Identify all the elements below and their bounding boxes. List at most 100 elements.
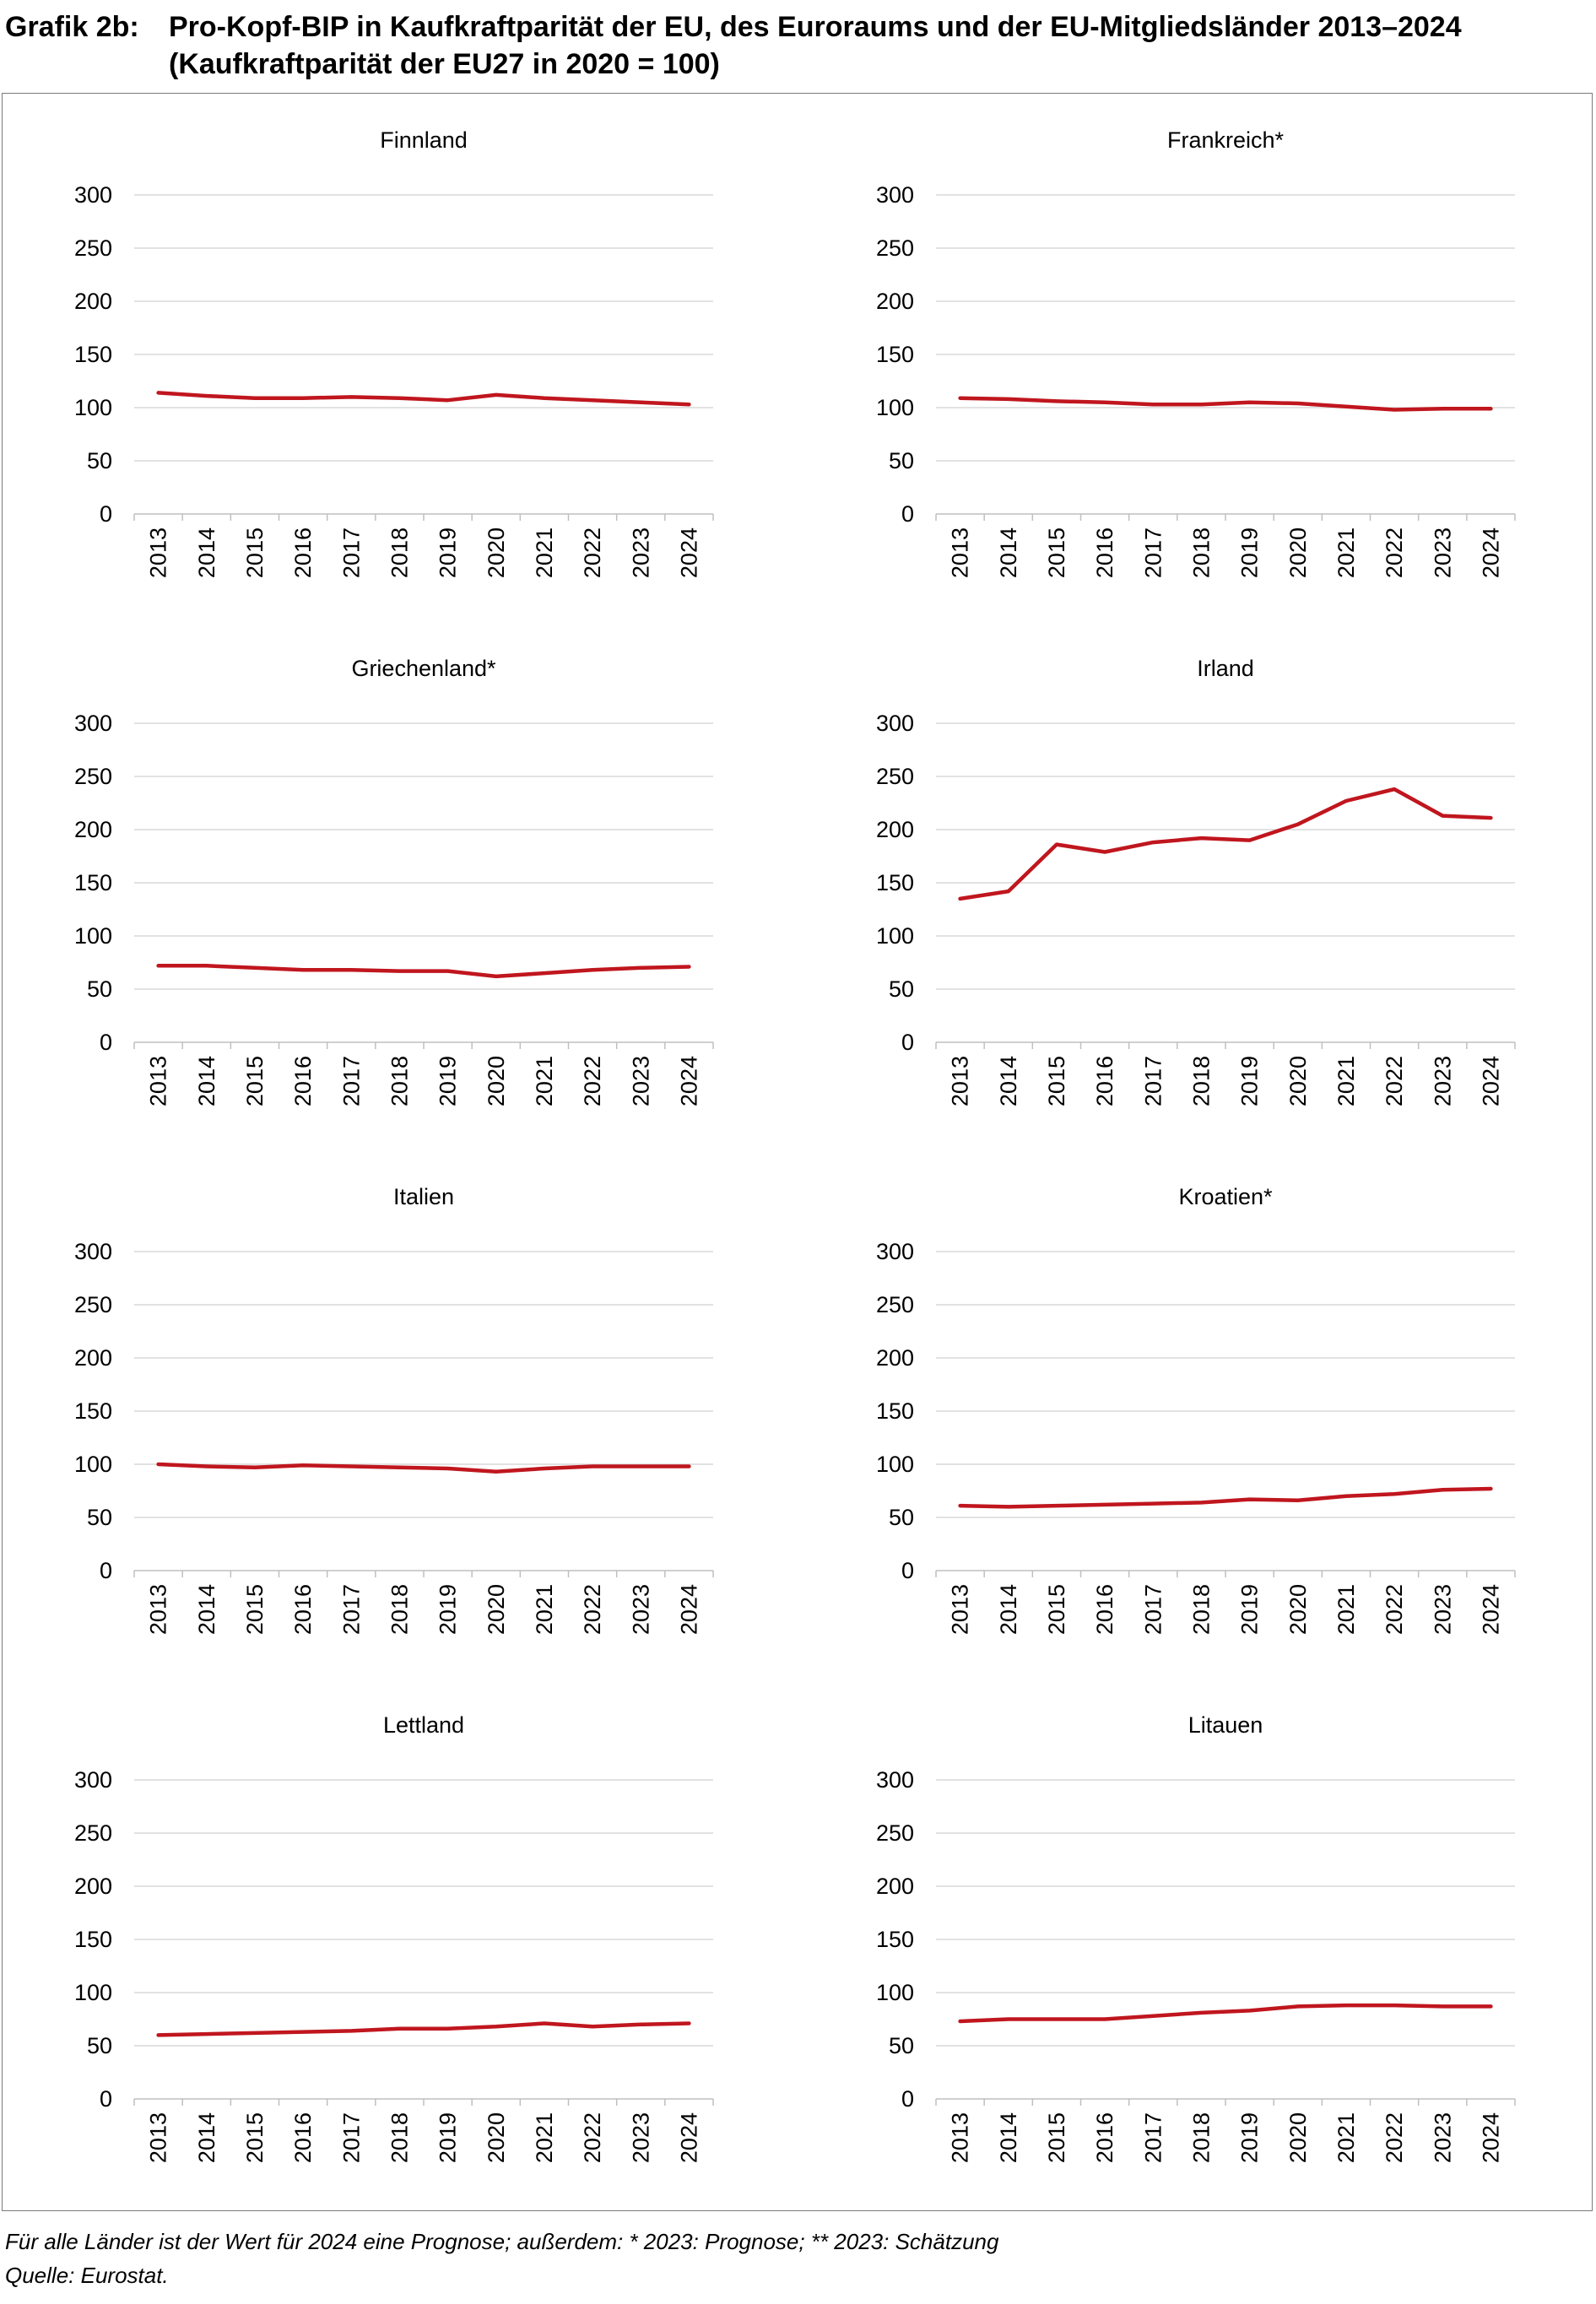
x-tick-label: 2020 bbox=[1285, 527, 1311, 578]
x-tick-label: 2018 bbox=[387, 1584, 412, 1635]
chart-title: Italien bbox=[393, 1184, 454, 1209]
x-tick-label: 2019 bbox=[1237, 527, 1263, 578]
series-line bbox=[156, 1462, 691, 1474]
y-tick-label: 150 bbox=[74, 342, 112, 367]
y-tick-label: 50 bbox=[87, 976, 112, 1002]
x-tick-label: 2024 bbox=[1478, 1056, 1503, 1106]
x-tick-label: 2017 bbox=[1140, 527, 1166, 578]
y-tick-label: 0 bbox=[100, 2086, 112, 2112]
x-tick-label: 2013 bbox=[948, 527, 973, 578]
y-tick-label: 200 bbox=[876, 817, 914, 842]
y-tick-label: 100 bbox=[876, 1452, 914, 1477]
series-line bbox=[156, 391, 691, 407]
y-tick-label: 150 bbox=[74, 1927, 112, 1952]
x-tick-label: 2013 bbox=[146, 1056, 171, 1106]
y-tick-label: 150 bbox=[74, 1398, 112, 1424]
y-tick-label: 50 bbox=[87, 1505, 112, 1530]
x-tick-label: 2014 bbox=[996, 1584, 1021, 1635]
x-tick-label: 2015 bbox=[242, 527, 268, 578]
x-tick-label: 2022 bbox=[1382, 527, 1407, 578]
chart-panel: Irland 0 50 100 150 200 250 300 2013 2014 2015 2016… bbox=[876, 656, 1516, 1106]
x-tick-label: 2013 bbox=[146, 2112, 171, 2163]
x-tick-label: 2019 bbox=[436, 2112, 461, 2163]
x-tick-label: 2024 bbox=[676, 527, 701, 578]
y-tick-label: 150 bbox=[876, 342, 914, 367]
small-multiples-charts: Finnland 0 50 100 150 200 250 300 2013 2014 2015 20… bbox=[74, 127, 1516, 2163]
y-tick-label: 100 bbox=[876, 923, 914, 949]
x-tick-label: 2016 bbox=[1092, 527, 1117, 578]
x-tick-label: 2020 bbox=[484, 527, 509, 578]
y-tick-label: 300 bbox=[74, 711, 112, 736]
x-tick-label: 2017 bbox=[1140, 1056, 1166, 1106]
x-tick-label: 2017 bbox=[338, 2112, 364, 2163]
figure-footer: Für alle Länder ist der Wert für 2024 ei… bbox=[5, 2225, 998, 2292]
x-tick-label: 2016 bbox=[290, 1584, 316, 1635]
chart-title: Irland bbox=[1197, 656, 1254, 681]
x-tick-label: 2020 bbox=[484, 1584, 509, 1635]
x-tick-label: 2022 bbox=[1382, 2112, 1407, 2163]
x-tick-label: 2015 bbox=[1044, 1056, 1069, 1106]
x-tick-label: 2024 bbox=[1478, 2112, 1503, 2163]
x-tick-label: 2023 bbox=[628, 2112, 653, 2163]
x-tick-label: 2014 bbox=[996, 2112, 1021, 2163]
x-tick-label: 2019 bbox=[436, 1056, 461, 1106]
figure-label: Grafik 2b: bbox=[5, 11, 139, 43]
x-tick-label: 2023 bbox=[1430, 2112, 1455, 2163]
series-line bbox=[958, 1486, 1493, 1509]
y-tick-label: 200 bbox=[74, 817, 112, 842]
series-line bbox=[958, 396, 1493, 412]
chart-title: Lettland bbox=[383, 1712, 464, 1738]
x-tick-label: 2013 bbox=[146, 1584, 171, 1635]
figure-title: Pro-Kopf-BIP in Kaufkraftparität der EU,… bbox=[169, 8, 1462, 83]
chart-title: Frankreich* bbox=[1167, 127, 1285, 153]
x-tick-label: 2014 bbox=[996, 527, 1021, 578]
chart-panel: Italien 0 50 100 150 200 250 300 2013 2014 2015 201… bbox=[74, 1184, 714, 1635]
x-tick-label: 2023 bbox=[1430, 1056, 1455, 1106]
x-tick-label: 2017 bbox=[338, 1056, 364, 1106]
y-tick-label: 150 bbox=[74, 870, 112, 895]
x-tick-label: 2023 bbox=[1430, 527, 1455, 578]
x-tick-label: 2024 bbox=[676, 1584, 701, 1635]
x-tick-label: 2016 bbox=[1092, 1056, 1117, 1106]
x-tick-label: 2020 bbox=[484, 2112, 509, 2163]
x-tick-label: 2015 bbox=[242, 1056, 268, 1106]
x-tick-label: 2020 bbox=[1285, 1056, 1311, 1106]
x-tick-label: 2018 bbox=[1188, 527, 1214, 578]
series-line bbox=[958, 787, 1493, 901]
x-tick-label: 2024 bbox=[1478, 1584, 1503, 1635]
figure-header: Grafik 2b: Pro-Kopf-BIP in Kaufkraftpari… bbox=[0, 8, 1596, 89]
x-tick-label: 2021 bbox=[1334, 2112, 1359, 2163]
y-tick-label: 50 bbox=[87, 448, 112, 473]
series-line bbox=[156, 964, 691, 979]
y-tick-label: 300 bbox=[876, 711, 914, 736]
x-tick-label: 2016 bbox=[1092, 1584, 1117, 1635]
y-tick-label: 50 bbox=[889, 976, 914, 1002]
x-tick-label: 2021 bbox=[532, 1584, 557, 1635]
y-tick-label: 0 bbox=[901, 1030, 914, 1055]
x-tick-label: 2023 bbox=[628, 527, 653, 578]
chart-title: Griechenland* bbox=[351, 656, 496, 681]
x-tick-label: 2020 bbox=[484, 1056, 509, 1106]
x-tick-label: 2015 bbox=[242, 1584, 268, 1635]
y-tick-label: 50 bbox=[889, 1505, 914, 1530]
x-tick-label: 2015 bbox=[242, 2112, 268, 2163]
x-tick-label: 2016 bbox=[290, 527, 316, 578]
source-note: Quelle: Eurostat. bbox=[5, 2263, 169, 2288]
chart-panel: Finnland 0 50 100 150 200 250 300 2013 2014 2015 20… bbox=[74, 127, 714, 578]
x-tick-label: 2022 bbox=[1382, 1056, 1407, 1106]
x-tick-label: 2022 bbox=[1382, 1584, 1407, 1635]
x-tick-label: 2019 bbox=[1237, 1584, 1263, 1635]
x-tick-label: 2018 bbox=[1188, 1584, 1214, 1635]
footnote: Für alle Länder ist der Wert für 2024 ei… bbox=[5, 2229, 999, 2254]
x-tick-label: 2014 bbox=[996, 1056, 1021, 1106]
x-tick-label: 2024 bbox=[1478, 527, 1503, 578]
x-tick-label: 2016 bbox=[290, 2112, 316, 2163]
y-tick-label: 200 bbox=[876, 289, 914, 314]
y-tick-label: 250 bbox=[74, 235, 112, 261]
x-tick-label: 2013 bbox=[146, 527, 171, 578]
y-tick-label: 200 bbox=[74, 1345, 112, 1371]
y-tick-label: 100 bbox=[74, 1980, 112, 2005]
y-tick-label: 200 bbox=[876, 1345, 914, 1371]
x-tick-label: 2015 bbox=[1044, 527, 1069, 578]
x-tick-label: 2015 bbox=[1044, 1584, 1069, 1635]
